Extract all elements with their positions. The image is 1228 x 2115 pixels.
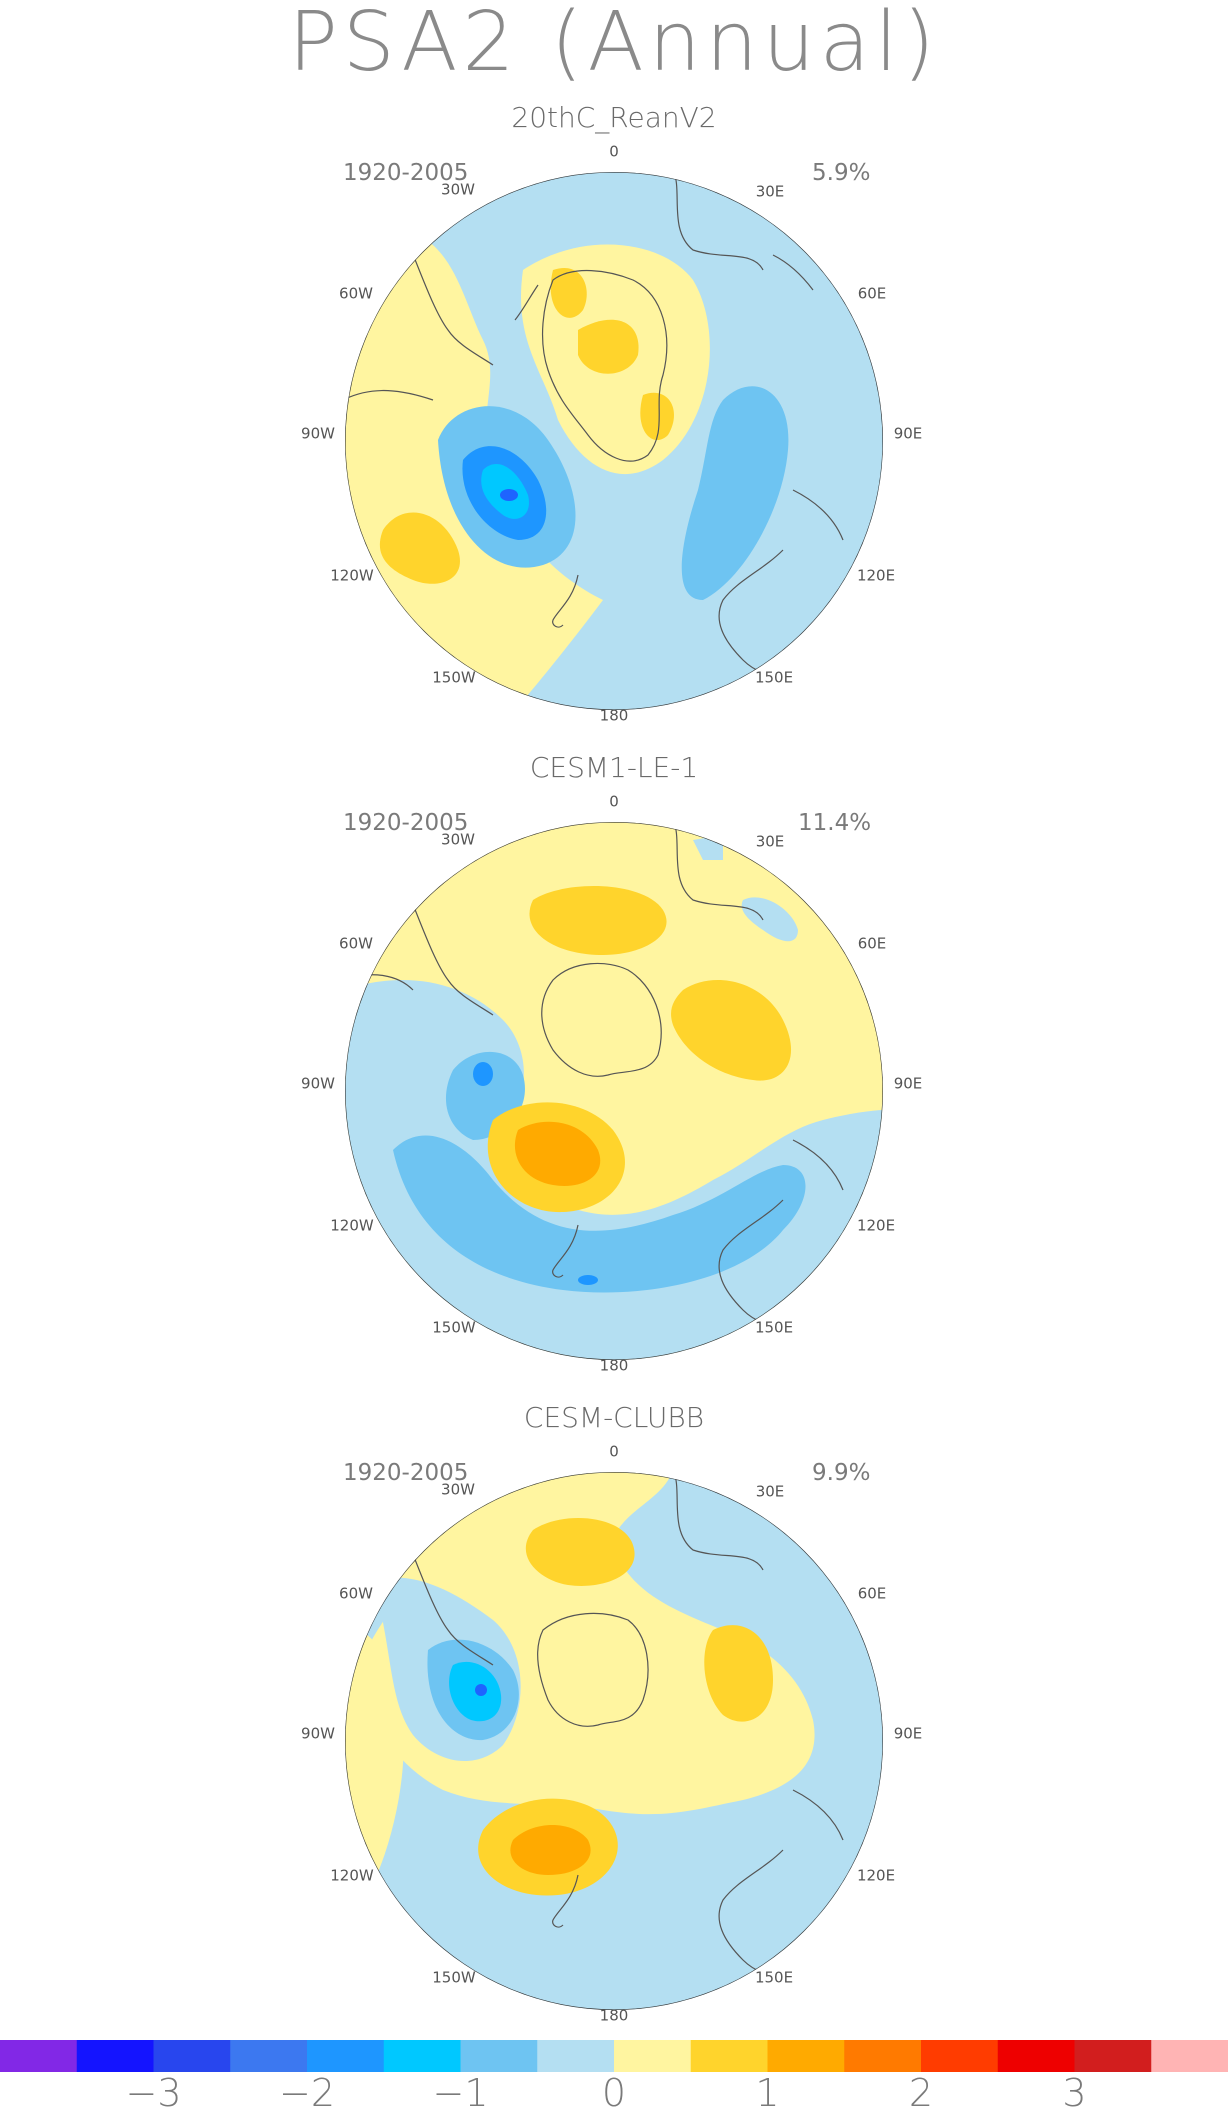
colorbar-swatch (230, 2040, 308, 2072)
colorbar-tick-label: −1 (432, 2071, 489, 2115)
coastlines (402, 1472, 844, 1978)
colorbar-swatch (153, 2040, 231, 2072)
negative-core-west-inner (449, 1661, 502, 1722)
colorbar-tick-label: −2 (278, 2071, 336, 2115)
colorbar-swatch (767, 2040, 845, 2072)
lon-label-30w: 30W (441, 830, 475, 849)
lon-label-60w: 60W (339, 1584, 373, 1603)
lon-label-150e: 150E (754, 1318, 794, 1337)
lon-label-0: 0 (609, 792, 619, 811)
lon-label-60w: 60W (339, 934, 373, 953)
lon-label-60w: 60W (339, 284, 373, 303)
lon-label-60e: 60E (857, 1584, 887, 1603)
colorbar-swatch (921, 2040, 999, 2072)
colorbar-tick-label: 0 (601, 2071, 627, 2115)
colorbar-swatch (1074, 2040, 1152, 2072)
lon-label-60e: 60E (857, 934, 887, 953)
figure-title: PSA2 (Annual) (288, 0, 940, 90)
positive-core-east (704, 1625, 773, 1722)
lon-label-30w: 30W (441, 1480, 475, 1499)
polar-map-2 (345, 822, 883, 1360)
lon-label-120e: 120E (856, 1216, 896, 1235)
lon-label-120w: 120W (330, 1866, 374, 1885)
polar-map-3 (345, 1472, 883, 2010)
lon-label-90e: 90E (893, 424, 923, 443)
lon-label-150w: 150W (432, 1318, 476, 1337)
positive-peak-south (510, 1825, 591, 1875)
positive-core-b (578, 319, 639, 374)
lon-label-30e: 30E (755, 1482, 785, 1501)
lon-label-0: 0 (609, 1442, 619, 1461)
colorbar-swatch (1151, 2040, 1228, 2072)
lon-label-150w: 150W (432, 1968, 476, 1987)
variance-label-2: 11.4% (798, 810, 872, 836)
negative-patch-ne (741, 897, 798, 942)
lon-label-150e: 150E (754, 1968, 794, 1987)
colorbar-tick-label: 3 (1062, 2071, 1087, 2115)
lon-label-120e: 120E (856, 1866, 896, 1885)
panel-title-3: CESM-CLUBB (523, 1401, 705, 1434)
positive-core-sw (379, 512, 460, 584)
colorbar-swatch (0, 2040, 78, 2072)
variance-label-3: 9.9% (812, 1460, 871, 1486)
period-label-1: 1920-2005 (343, 160, 469, 186)
colorbar-swatch (460, 2040, 538, 2072)
polar-map-1 (345, 172, 883, 710)
colorbar-swatch (690, 2040, 768, 2072)
lon-label-90w: 90W (301, 424, 335, 443)
lon-label-120w: 120W (330, 566, 374, 585)
colorbar-swatch (537, 2040, 615, 2072)
negative-peak-west (475, 1684, 487, 1696)
lon-label-180: 180 (599, 1356, 629, 1375)
lon-label-60e: 60E (857, 284, 887, 303)
colorbar-swatch (614, 2040, 692, 2072)
negative-peak-west (473, 1062, 493, 1086)
lon-label-180: 180 (599, 706, 629, 725)
positive-core-north (525, 1518, 635, 1586)
positive-core-c (640, 392, 674, 441)
panel-title-1: 20thC_ReanV2 (511, 101, 717, 134)
lon-label-120e: 120E (856, 566, 896, 585)
colorbar-swatch (844, 2040, 922, 2072)
lon-label-30e: 30E (755, 832, 785, 851)
negative-peak-south (578, 1275, 598, 1285)
lon-label-30e: 30E (755, 182, 785, 201)
positive-core-east (671, 980, 792, 1081)
lon-label-120w: 120W (330, 1216, 374, 1235)
positive-core-a (550, 268, 587, 318)
lon-label-150e: 150E (754, 668, 794, 687)
colorbar-swatch (997, 2040, 1075, 2072)
colorbar-tick-label: 2 (908, 2071, 934, 2115)
positive-peak-center (514, 1121, 601, 1186)
lon-label-30w: 30W (441, 180, 475, 199)
colorbar-swatch (76, 2040, 154, 2072)
lon-label-180: 180 (599, 2006, 629, 2025)
panel-title-2: CESM1-LE-1 (529, 751, 699, 784)
lon-label-0: 0 (609, 142, 619, 161)
positive-core-north (529, 886, 667, 955)
colorbar-swatch (383, 2040, 461, 2072)
period-label-3: 1920-2005 (343, 1460, 469, 1486)
colorbar-tick-label: −3 (125, 2071, 182, 2115)
negative-band-south (393, 1135, 806, 1293)
negative-peak-west (500, 489, 518, 501)
period-label-2: 1920-2005 (343, 810, 469, 836)
lon-label-90w: 90W (301, 1074, 335, 1093)
lon-label-90w: 90W (301, 1724, 335, 1743)
colorbar (0, 2040, 1228, 2072)
negative-anomaly-east (681, 386, 789, 600)
colorbar-swatch (307, 2040, 385, 2072)
lon-label-90e: 90E (893, 1074, 923, 1093)
colorbar-tick-label: 1 (755, 2071, 780, 2115)
lon-label-90e: 90E (893, 1724, 923, 1743)
lon-label-150w: 150W (432, 668, 476, 687)
variance-label-1: 5.9% (812, 160, 871, 186)
